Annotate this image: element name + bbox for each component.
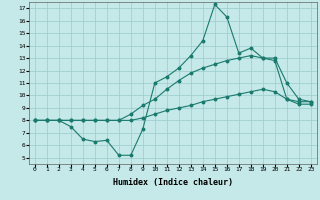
X-axis label: Humidex (Indice chaleur): Humidex (Indice chaleur)	[113, 178, 233, 187]
